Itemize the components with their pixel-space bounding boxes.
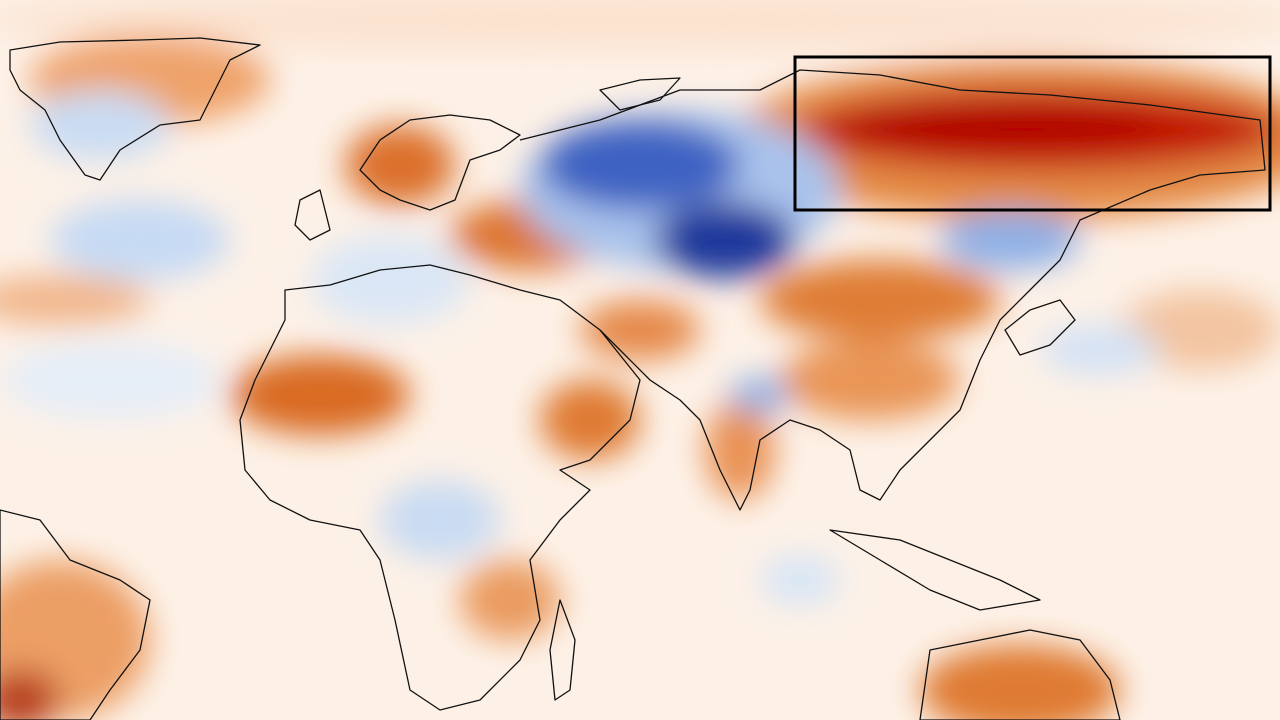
coastline <box>1004 299 1076 356</box>
anomaly-area <box>345 125 455 205</box>
coastline <box>294 189 331 241</box>
coastline <box>239 264 641 711</box>
anomaly-area <box>310 235 470 325</box>
coastline <box>829 529 1041 611</box>
anomaly-area <box>380 480 500 560</box>
anomaly-area <box>0 340 220 420</box>
anomaly-area <box>1040 325 1160 375</box>
anomaly-area <box>540 380 640 460</box>
coastline <box>919 629 1121 720</box>
anomaly-area <box>230 355 410 435</box>
anomaly-area <box>920 645 1120 720</box>
anomaly-area <box>0 670 60 720</box>
coastline <box>9 37 261 181</box>
anomaly-area <box>780 340 960 420</box>
anomaly-area <box>705 400 775 500</box>
anomaly-area <box>30 90 170 160</box>
anomaly-area <box>840 103 1160 147</box>
coastline <box>519 69 1266 511</box>
coastline <box>359 114 521 211</box>
coastlines <box>0 37 1266 720</box>
anomaly-area <box>655 202 795 278</box>
anomaly-area <box>760 555 840 605</box>
anomaly-area <box>940 210 1080 270</box>
anomaly-area <box>0 0 1280 50</box>
anomaly-area <box>460 560 560 640</box>
coastline <box>549 599 576 701</box>
anomaly-area <box>0 275 150 325</box>
anomaly-area <box>50 200 230 280</box>
anomaly-area <box>760 260 1000 340</box>
highlight-box <box>793 55 1272 212</box>
anomaly-area <box>730 377 790 413</box>
anomaly-area <box>580 300 700 360</box>
coastline <box>0 509 151 720</box>
coastline <box>599 77 681 111</box>
anomaly-area <box>540 120 740 210</box>
